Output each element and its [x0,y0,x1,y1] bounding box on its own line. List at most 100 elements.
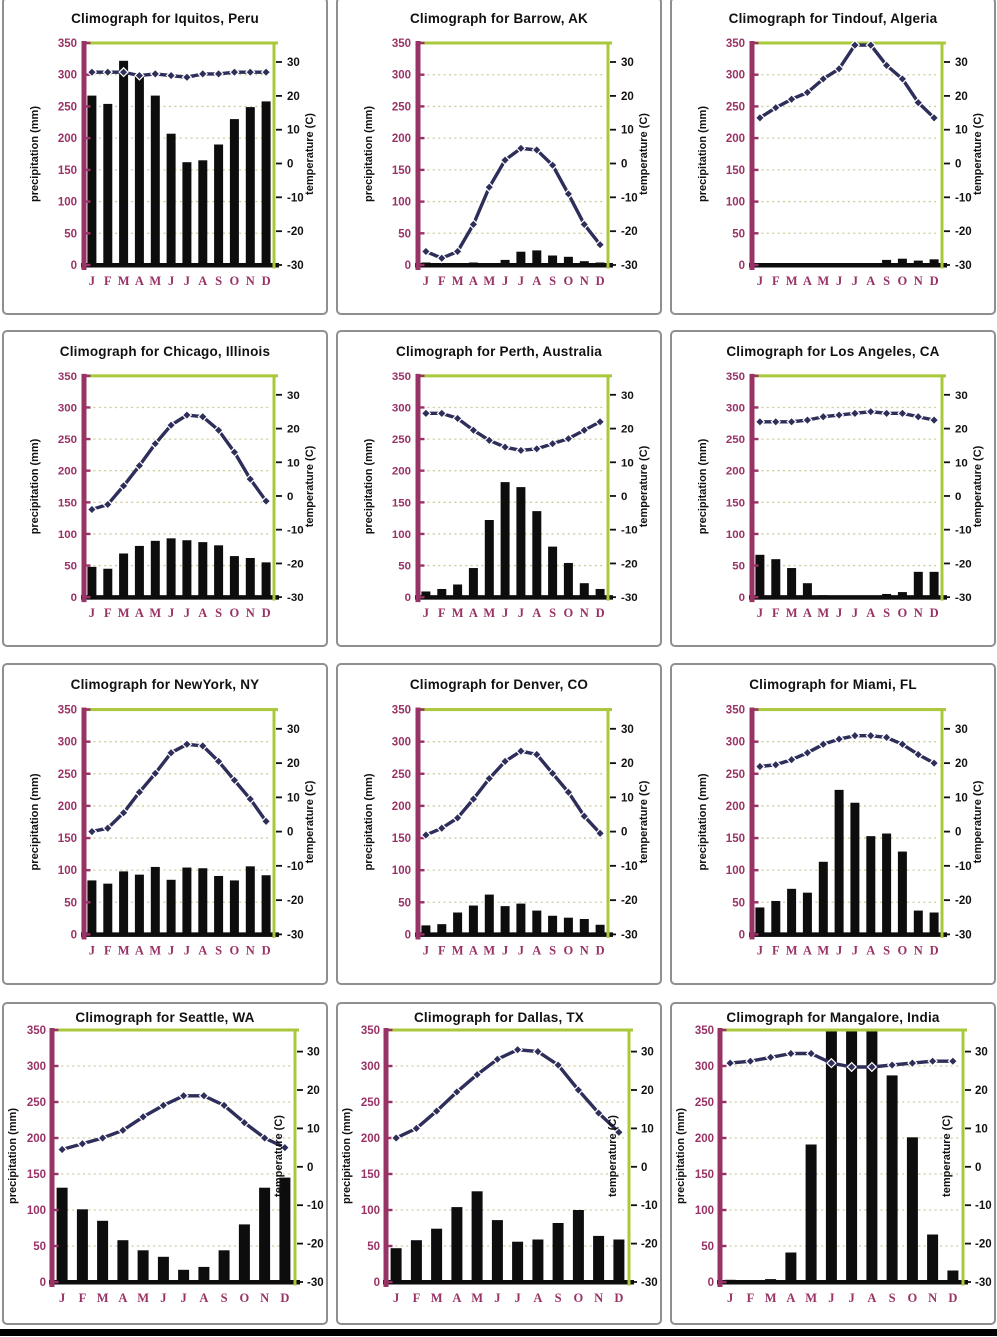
svg-text:150: 150 [58,165,77,177]
month-label: J [502,944,508,958]
x-axis-baseline [49,1280,300,1285]
precip-bar [421,925,431,935]
chart-row-4: Climograph for Seattle, WA 350 300 250 200 1… [0,1002,997,1325]
temp-marker [468,425,479,436]
precip-bars [87,60,271,266]
month-label: M [805,1291,817,1305]
month-label: M [786,274,798,288]
svg-text:-30: -30 [955,260,972,272]
temp-marker [198,1090,210,1102]
svg-text:100: 100 [58,865,77,877]
month-label: A [135,606,144,620]
temp-marker [770,102,781,113]
svg-text:0: 0 [374,1277,380,1289]
month-label: N [594,1291,603,1305]
climograph-panel-chicago: Climograph for Chicago, Illinois 350 300 2… [2,330,328,647]
month-label: N [246,274,255,288]
chart-title: Climograph for Seattle, WA [75,1010,255,1025]
temp-tick-labels: 30 20 10 0 -10 -20 -30 [287,390,304,604]
temp-marker [745,1055,756,1067]
chart-title: Climograph for Perth, Australia [396,344,602,359]
svg-text:30: 30 [621,57,634,69]
svg-text:200: 200 [726,133,745,145]
precip-bar [593,1235,605,1282]
month-label: M [97,1291,109,1305]
svg-text:150: 150 [726,497,745,509]
precip-bar [532,910,542,935]
temp-line [420,408,606,456]
month-label: J [518,274,524,288]
svg-text:20: 20 [287,91,300,103]
bottom-bar [0,1329,997,1336]
month-label: N [246,944,255,958]
svg-text:0: 0 [307,1162,313,1174]
precip-tick-labels: 350 300 250 200 150 100 50 0 [58,371,77,604]
svg-text:250: 250 [58,769,77,781]
svg-text:30: 30 [955,57,968,69]
temp-axis-title: temperature (C) [972,113,984,195]
precip-bar [468,568,478,598]
temp-marker [431,1105,442,1117]
temp-marker [420,829,432,841]
temp-marker [158,1100,169,1111]
temp-marker [181,738,193,750]
month-label: M [483,606,495,620]
precip-bars [56,1177,291,1282]
x-axis-baseline [415,263,613,268]
svg-text:150: 150 [726,833,745,845]
svg-text:30: 30 [287,724,300,736]
chart-title: Climograph for NewYork, NY [70,677,260,692]
month-label: N [580,944,589,958]
precip-bar [157,1256,169,1282]
month-label: F [438,944,446,958]
svg-text:-30: -30 [621,592,638,604]
precip-bar [214,144,224,265]
svg-text:300: 300 [726,737,745,749]
svg-text:200: 200 [392,466,411,478]
temp-marker [897,408,908,419]
svg-text:350: 350 [726,705,745,717]
secondary-axis [50,1028,303,1286]
svg-text:10: 10 [955,125,968,137]
month-label: A [803,274,812,288]
svg-text:0: 0 [287,491,293,503]
month-label: D [596,944,605,958]
month-label: M [786,944,798,958]
precip-bar [516,251,526,265]
temp-axis-title: temperature (C) [304,445,316,527]
chart-canvas: 350 300 250 200 150 100 50 0 30 20 10 0 -10 -20 -30 J F M… [672,332,994,645]
month-label: J [502,274,508,288]
precip-bar [229,880,239,935]
svg-text:30: 30 [641,1047,654,1059]
temp-tick-labels: 30 20 10 0 -10 -20 -30 [287,724,304,942]
precip-axis [81,41,91,270]
temp-marker [593,1107,604,1119]
svg-text:0: 0 [739,592,745,604]
svg-text:50: 50 [367,1241,380,1253]
chart-row-3: Climograph for NewYork, NY 350 300 250 200 1… [0,663,997,985]
temp-marker [134,460,145,471]
temp-line [86,738,272,837]
precip-bar [897,258,907,265]
svg-text:-20: -20 [307,1239,324,1251]
temp-marker [594,416,606,428]
month-label: J [836,274,842,288]
temp-marker [499,154,511,166]
precip-bar [198,868,208,935]
precip-bar [166,538,176,598]
precip-bar [198,542,208,598]
chart-canvas: 350 300 250 200 150 100 50 0 30 20 10 0 -10 -20 -30 J F M… [338,0,660,313]
temp-tick-labels: 30 20 10 0 -10 -20 -30 [955,724,972,942]
precip-bar [134,874,144,935]
temp-marker [579,810,590,822]
precip-bar [595,588,605,598]
temp-marker [452,413,463,424]
month-label: J [514,1291,520,1305]
x-axis-baseline [81,932,279,937]
precip-axis [717,1028,727,1287]
precip-bar [532,1239,544,1282]
svg-text:350: 350 [58,371,77,383]
temp-marker [928,414,940,426]
svg-text:-20: -20 [621,558,638,570]
svg-text:200: 200 [58,466,77,478]
